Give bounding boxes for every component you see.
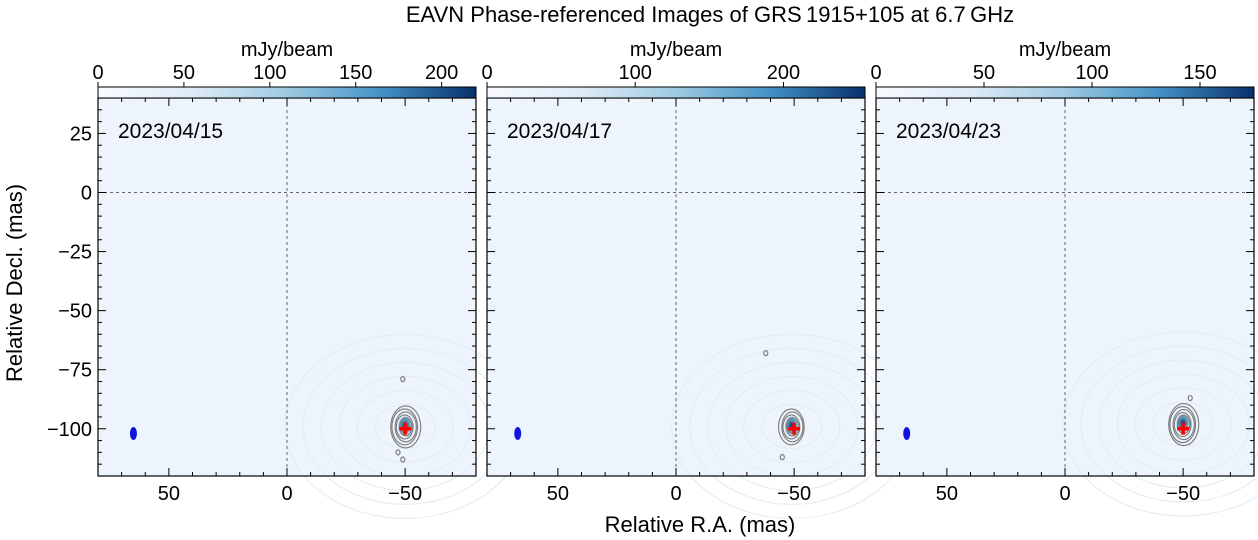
colorbar-label: mJy/beam [1019, 39, 1111, 61]
colorbar-tick-label: 100 [619, 62, 652, 84]
source-contour [1172, 408, 1195, 441]
source-contour [1169, 405, 1197, 444]
noise-contour [395, 449, 401, 456]
y-tick-label: −25 [58, 242, 92, 264]
source-contour [781, 411, 804, 443]
colorbar-tick-label: 0 [481, 62, 492, 84]
source-contour [778, 408, 805, 446]
colorbar-tick-label: 100 [253, 62, 286, 84]
map-ripple [356, 389, 454, 463]
beam-ellipse [514, 426, 522, 440]
y-axis-label: Relative Decl. (mas) [2, 184, 27, 382]
source-contour [398, 417, 413, 437]
map-ripple [1098, 359, 1258, 489]
source-contour [390, 405, 422, 449]
x-tick-label: 0 [1059, 483, 1070, 505]
map-ripple [761, 403, 823, 449]
x-tick-label: 0 [281, 483, 292, 505]
map-ripple [1080, 345, 1258, 503]
noise-contour [400, 376, 406, 383]
source-contour [391, 408, 419, 446]
noise-contour [779, 454, 785, 461]
panel-date-label: 2023/04/17 [507, 120, 612, 143]
source-contour [394, 411, 417, 443]
colorbar [875, 86, 1255, 99]
colorbar [97, 86, 477, 99]
noise-contour [763, 350, 769, 357]
panel-date-label: 2023/04/23 [896, 120, 1001, 143]
y-tick-label: −100 [47, 419, 92, 441]
colorbar-tick-label: 150 [339, 62, 372, 84]
x-tick-label: −50 [777, 483, 811, 505]
x-tick-label: −50 [388, 483, 422, 505]
colorbar-tick-label: 100 [1075, 62, 1108, 84]
y-tick-label: 25 [70, 123, 92, 145]
x-tick-label: 50 [936, 483, 958, 505]
panels-layer: 2023/04/15 50 0 −50 25 0 −25 −50 −75 −100 0 50 100 15… [47, 39, 1258, 519]
source-contour [785, 417, 800, 437]
y-tick-label: −75 [58, 360, 92, 382]
x-axis-label: Relative R.A. (mas) [605, 512, 796, 537]
x-tick-label: 0 [670, 483, 681, 505]
map-ripple [1062, 331, 1258, 517]
panel-1: 2023/04/15 50 0 −50 25 0 −25 −50 −75 −100 0 50 100 15… [47, 39, 526, 519]
x-tick-label: 50 [547, 483, 569, 505]
noise-contour [400, 456, 406, 463]
map-ripple [1134, 387, 1232, 461]
panel-2: 2023/04/17 50 0 −50 0 100 200 mJy/beam [481, 39, 913, 519]
colorbar-label: mJy/beam [241, 39, 333, 61]
chart-title: EAVN Phase-referenced Images of GRS 1915… [406, 2, 1014, 27]
source-contour [395, 414, 414, 440]
source-contour [782, 414, 801, 440]
noise-contour [1187, 394, 1193, 402]
source-contour [1173, 411, 1192, 438]
colorbar-label: mJy/beam [630, 39, 722, 61]
x-tick-label: 50 [158, 483, 180, 505]
beam-ellipse [129, 426, 137, 440]
panel-date-label: 2023/04/15 [118, 120, 223, 143]
x-tick-label: −50 [1166, 483, 1200, 505]
source-contour [1168, 402, 1200, 447]
colorbar [486, 86, 866, 99]
colorbar-tick-label: 50 [173, 62, 195, 84]
colorbar-tick-label: 0 [870, 62, 881, 84]
colorbar-tick-label: 200 [767, 62, 800, 84]
colorbar-tick-label: 150 [1183, 62, 1216, 84]
colorbar-tick-label: 0 [92, 62, 103, 84]
beam-ellipse [903, 426, 911, 440]
panel-3: 2023/04/23 50 0 −50 0 50 100 150 mJy/beam [870, 39, 1258, 517]
map-ripple [743, 389, 841, 463]
y-tick-label: 0 [81, 183, 92, 205]
y-tick-label: −50 [58, 301, 92, 323]
colorbar-tick-label: 200 [425, 62, 458, 84]
colorbar-tick-label: 50 [973, 62, 995, 84]
